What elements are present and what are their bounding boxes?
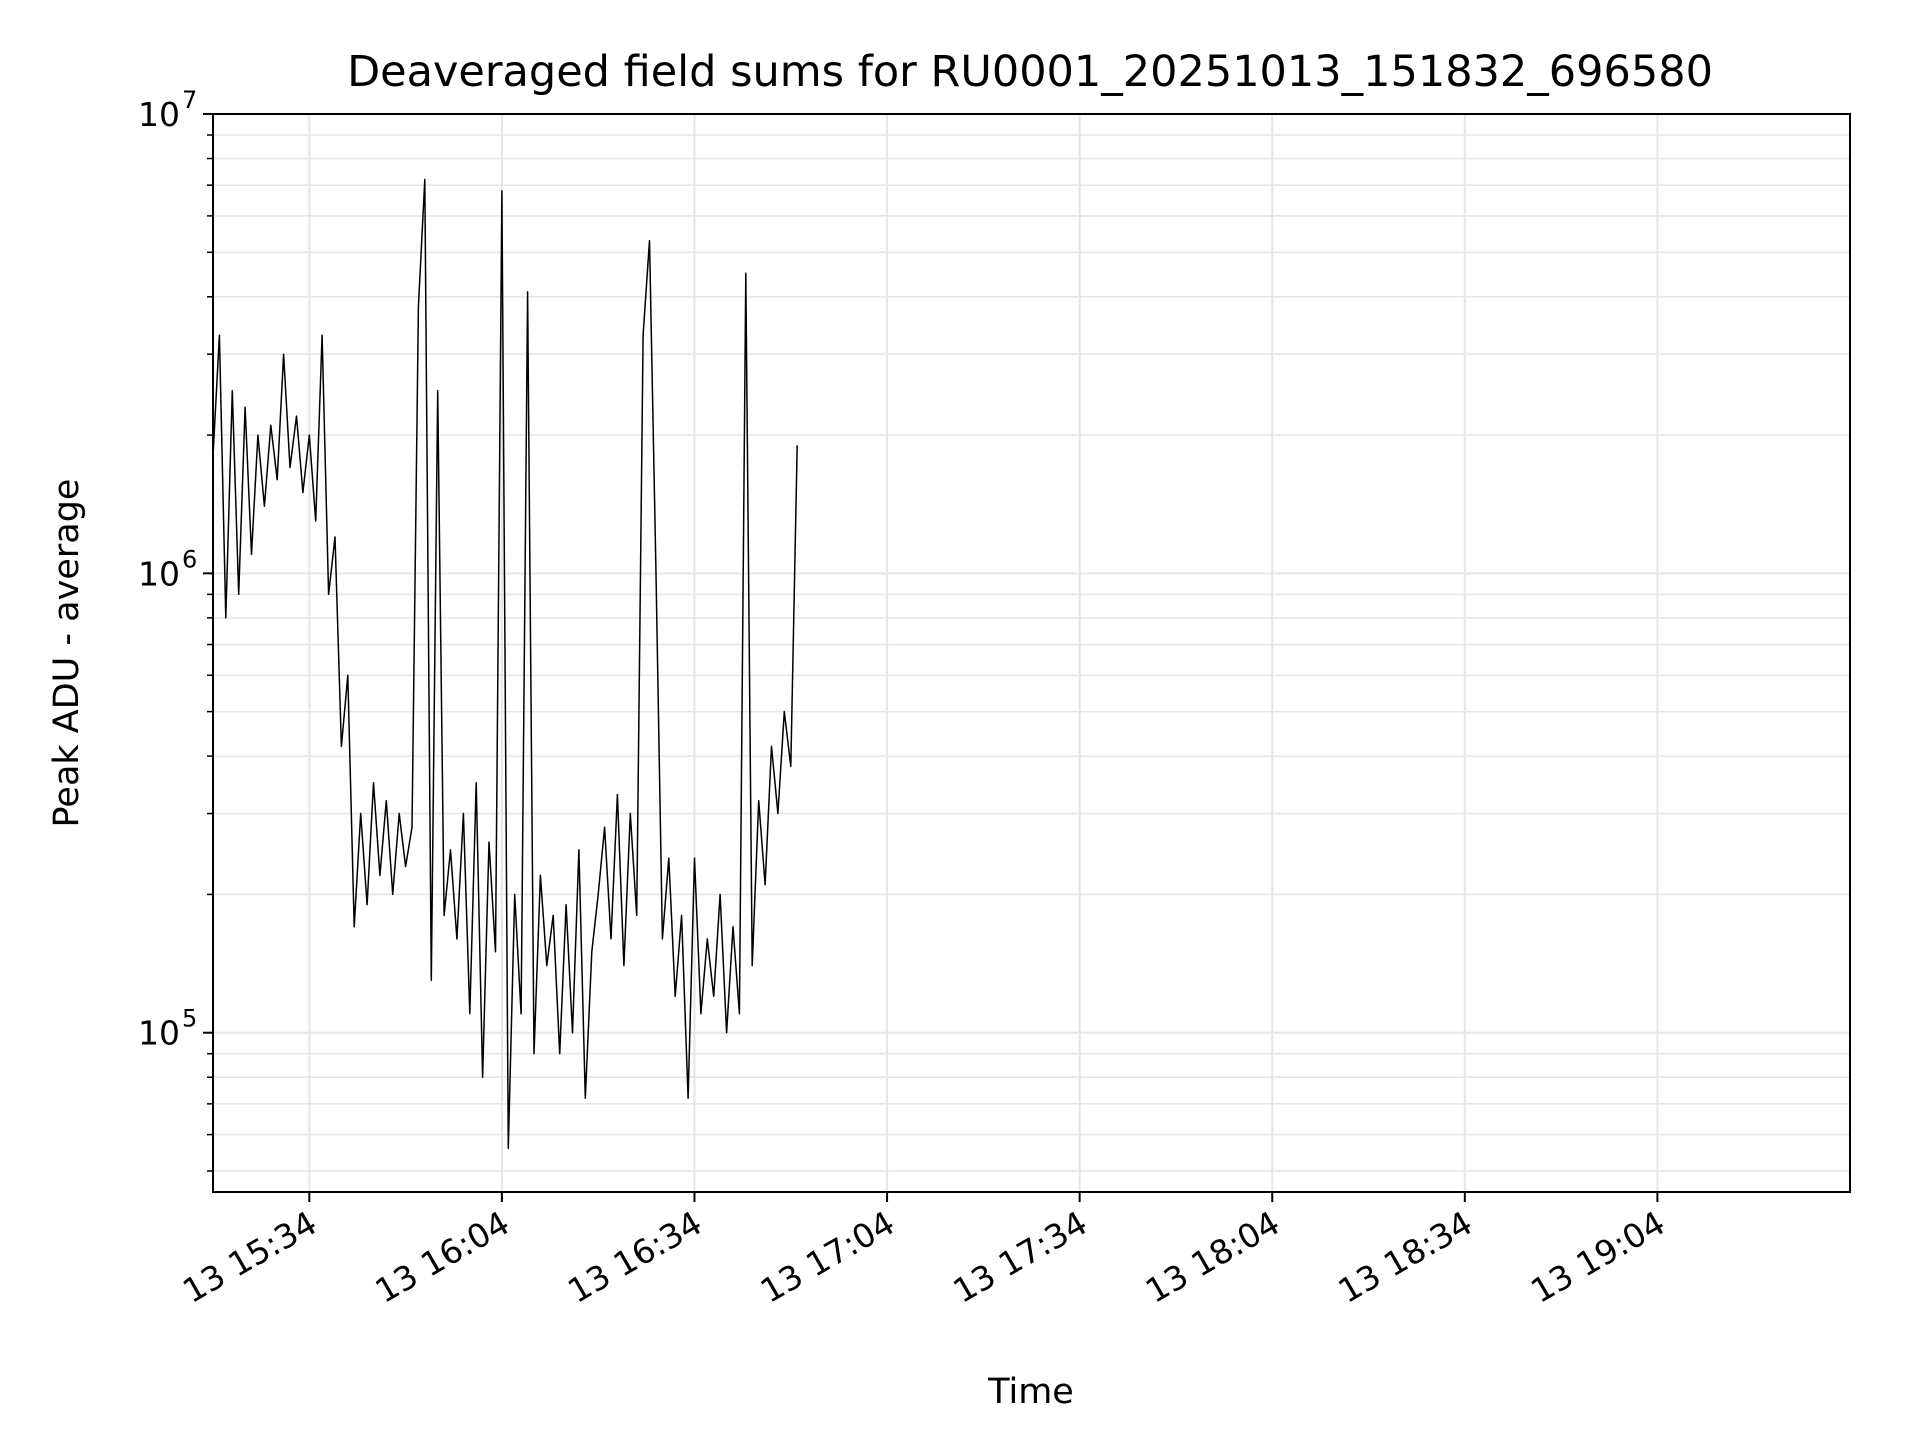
y-axis-label: Peak ADU - average <box>47 479 87 828</box>
plot-frame <box>212 113 1851 1193</box>
y-tick-label: 10 6 <box>138 545 197 593</box>
y-tick-exponent: 6 <box>182 545 197 573</box>
y-tick-exponent: 5 <box>182 1005 197 1033</box>
plot-area <box>212 178 798 1150</box>
y-tick-label: 10 7 <box>138 86 197 134</box>
series-line <box>212 178 798 1150</box>
grid <box>213 113 1850 1192</box>
y-tick-base: 10 <box>138 95 180 134</box>
chart-title: Deaveraged field sums for RU0001_2025101… <box>347 47 1713 97</box>
x-axis-label: Time <box>987 1372 1074 1412</box>
y-tick-base: 10 <box>138 1014 180 1053</box>
y-tick-exponent: 7 <box>182 86 197 114</box>
y-tick-base: 10 <box>138 554 180 593</box>
y-tick-label: 10 5 <box>138 1005 197 1053</box>
